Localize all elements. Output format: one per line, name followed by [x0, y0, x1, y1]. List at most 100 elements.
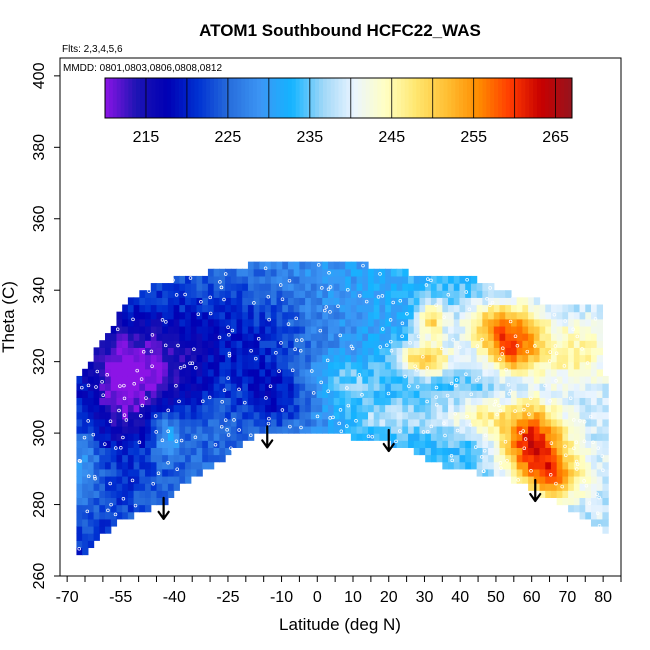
heatmap-cell: [528, 297, 535, 306]
heatmap-cell: [270, 390, 278, 398]
heatmap-cell: [453, 361, 461, 370]
sample-point: [288, 424, 292, 429]
sample-point: [442, 421, 446, 426]
heatmap-cell: [310, 361, 318, 370]
heatmap-cell: [413, 404, 421, 413]
heatmap-cell: [413, 425, 421, 434]
heatmap-cell: [156, 304, 163, 313]
heatmap-cell: [202, 375, 209, 384]
heatmap-cell: [167, 425, 175, 434]
heatmap-cell: [99, 397, 106, 406]
heatmap-cell: [253, 418, 260, 427]
heatmap-cell: [82, 375, 89, 384]
heatmap-cell: [173, 275, 180, 284]
heatmap-cell: [465, 390, 472, 398]
heatmap-cell: [545, 425, 552, 434]
sample-point: [562, 364, 567, 368]
heatmap-cell: [425, 433, 432, 441]
heatmap-cell: [293, 404, 301, 413]
heatmap-cell: [596, 511, 604, 520]
heatmap-cell: [179, 411, 186, 420]
heatmap-cell: [596, 461, 604, 470]
sample-point: [295, 338, 299, 343]
heatmap-cell: [602, 461, 609, 470]
heatmap-cell: [350, 418, 358, 427]
sample-point: [237, 387, 241, 392]
heatmap-cell: [213, 375, 220, 384]
heatmap-cell: [265, 268, 272, 277]
colorbar-segment: [163, 78, 168, 118]
colorbar-segment: [564, 78, 569, 118]
heatmap-cell: [448, 283, 455, 291]
heatmap-cell: [545, 483, 552, 491]
heatmap-cell: [127, 418, 135, 427]
heatmap-cell: [316, 411, 323, 420]
heatmap-cell: [476, 340, 483, 348]
heatmap-cell: [579, 504, 586, 513]
heatmap-cell: [87, 540, 95, 549]
heatmap-cell: [99, 525, 106, 534]
heatmap-cell: [436, 325, 443, 334]
sample-point: [585, 361, 590, 365]
sample-point: [86, 474, 91, 479]
heatmap-cell: [225, 433, 232, 441]
sample-point: [256, 337, 261, 341]
sample-point: [105, 373, 109, 377]
colorbar-segment: [202, 78, 207, 118]
heatmap-cell: [533, 433, 541, 441]
heatmap-cell: [265, 311, 272, 320]
heatmap-cell: [413, 418, 421, 427]
colorbar-segment: [521, 78, 526, 118]
heatmap-cell: [236, 390, 243, 398]
heatmap-cell: [602, 454, 609, 463]
colorbar-segment: [517, 78, 522, 118]
heatmap-cell: [127, 325, 135, 334]
heatmap-cell: [539, 411, 546, 420]
heatmap-cell: [82, 518, 89, 527]
heatmap-cell: [156, 411, 163, 420]
heatmap-cell: [87, 497, 95, 506]
heatmap-cell: [465, 354, 472, 363]
heatmap-cell: [516, 318, 523, 327]
heatmap-cell: [590, 433, 598, 441]
heatmap-cell: [276, 325, 283, 334]
sample-point: [580, 347, 584, 351]
heatmap-cell: [465, 325, 472, 334]
colorbar-segment: [447, 78, 452, 118]
heatmap-cell: [259, 283, 266, 291]
heatmap-cell: [156, 425, 163, 434]
heatmap-cell: [247, 347, 255, 356]
heatmap-cell: [550, 361, 558, 370]
heatmap-cell: [185, 283, 192, 291]
heatmap-cell: [133, 333, 140, 341]
heatmap-cell: [76, 533, 83, 541]
heatmap-cell: [539, 483, 546, 491]
heatmap-cell: [305, 275, 312, 284]
colorbar-segment: [237, 78, 242, 118]
colorbar-segment: [311, 78, 316, 118]
heatmap-cell: [167, 361, 175, 370]
heatmap-cell: [350, 275, 358, 284]
heatmap-cell: [259, 425, 266, 434]
heatmap-cell: [110, 390, 118, 398]
sample-point: [293, 347, 297, 352]
heatmap-cell: [242, 290, 249, 298]
heatmap-cell: [390, 290, 398, 298]
heatmap-cell: [105, 347, 112, 356]
heatmap-cell: [185, 447, 192, 456]
sample-point: [578, 418, 582, 423]
heatmap-cell: [110, 411, 118, 420]
heatmap-cell: [162, 468, 169, 477]
heatmap-cell: [87, 504, 95, 513]
heatmap-cell: [550, 404, 558, 413]
heatmap-cell: [316, 397, 323, 406]
heatmap-cell: [470, 340, 478, 348]
heatmap-cell: [453, 390, 461, 398]
heatmap-cell: [533, 461, 541, 470]
heatmap-cell: [316, 311, 323, 320]
heatmap-cell: [202, 447, 209, 456]
heatmap-cell: [207, 283, 215, 291]
sample-point: [492, 402, 497, 407]
heatmap-cell: [299, 418, 306, 427]
